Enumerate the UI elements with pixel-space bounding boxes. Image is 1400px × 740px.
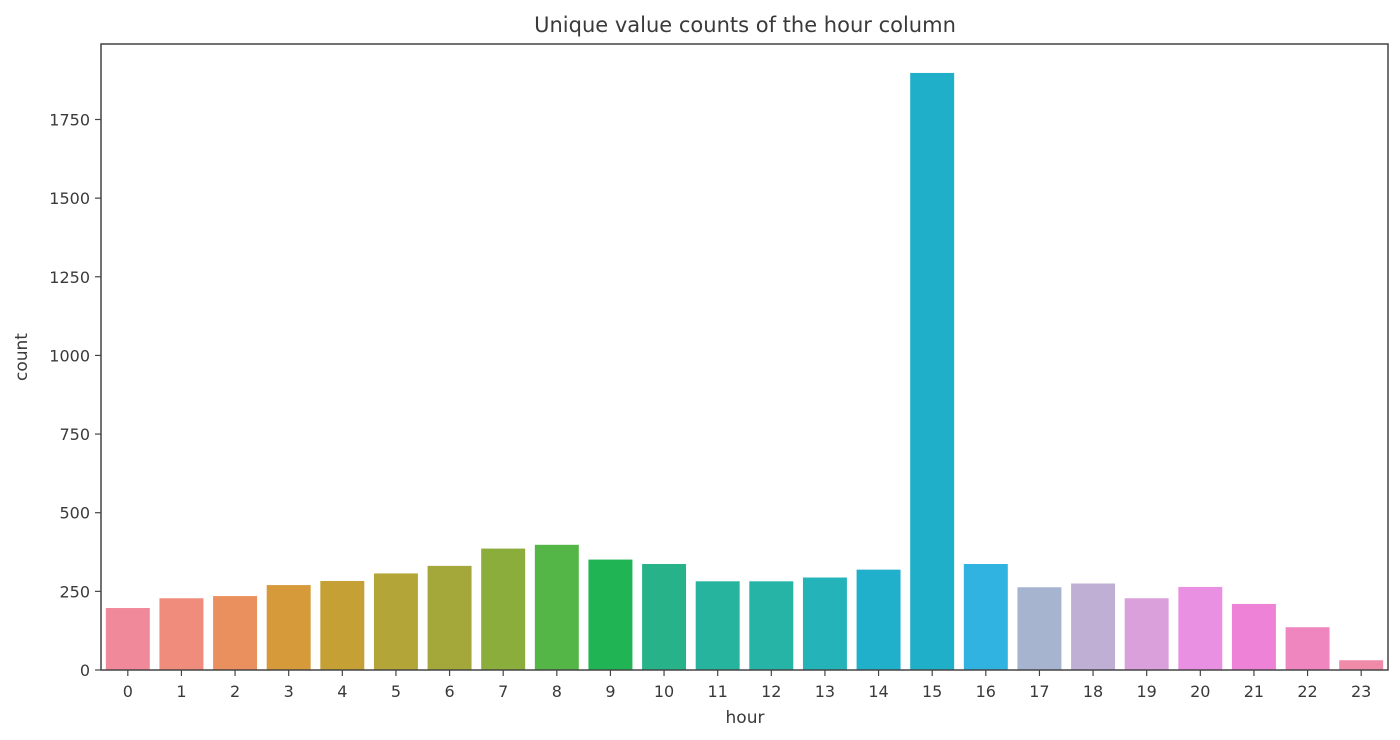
- x-tick-label: 11: [708, 682, 728, 701]
- plot-frame: [100, 43, 1389, 671]
- y-tick-label: 750: [59, 425, 90, 444]
- bar-hour-3: [266, 585, 311, 670]
- y-tick-label: 500: [59, 504, 90, 523]
- bar-hour-11: [695, 581, 740, 670]
- y-tick-label: 1250: [49, 268, 90, 287]
- bar-hour-7: [481, 548, 526, 670]
- bar-hour-19: [1124, 598, 1169, 670]
- x-tick-label: 18: [1083, 682, 1103, 701]
- x-tick-label: 6: [444, 682, 454, 701]
- x-axis: 0 1 2 3 4 5 6 7 8 9 10 11 12 13 14 15 16 17 18 19 20 21 22 23: [123, 670, 1371, 701]
- x-tick-label: 16: [976, 682, 996, 701]
- bar-hour-13: [802, 577, 847, 670]
- bar-hour-10: [642, 563, 687, 670]
- x-tick-label: 4: [337, 682, 347, 701]
- x-tick-label: 10: [654, 682, 674, 701]
- bar-hour-9: [588, 559, 633, 670]
- bar-hour-17: [1017, 587, 1062, 670]
- bar-hour-0: [105, 608, 150, 670]
- bar-hour-14: [856, 569, 901, 670]
- x-tick-label: 1: [176, 682, 186, 701]
- y-tick-label: 0: [80, 661, 90, 680]
- y-tick-label: 1750: [49, 110, 90, 129]
- chart-title: Unique value counts of the hour column: [534, 13, 956, 37]
- x-tick-label: 9: [605, 682, 615, 701]
- x-tick-label: 13: [815, 682, 835, 701]
- bar-hour-4: [320, 580, 365, 670]
- y-tick-label: 1500: [49, 189, 90, 208]
- x-tick-label: 2: [230, 682, 240, 701]
- bar-hour-21: [1231, 603, 1276, 670]
- bar-hour-15: [910, 72, 955, 670]
- bars-group: [105, 72, 1384, 670]
- x-tick-label: 14: [868, 682, 888, 701]
- y-tick-label: 250: [59, 582, 90, 601]
- bar-hour-18: [1071, 583, 1116, 670]
- bar-hour-5: [373, 573, 418, 670]
- x-axis-label: hour: [726, 708, 765, 728]
- y-tick-label: 1000: [49, 346, 90, 365]
- y-axis: 0 250 500 750 1000 1250 1500 1750: [49, 110, 101, 680]
- x-tick-label: 5: [391, 682, 401, 701]
- x-tick-label: 7: [498, 682, 508, 701]
- x-tick-label: 15: [922, 682, 942, 701]
- x-tick-label: 3: [284, 682, 294, 701]
- x-tick-label: 23: [1351, 682, 1371, 701]
- x-tick-label: 19: [1137, 682, 1157, 701]
- x-tick-label: 21: [1244, 682, 1264, 701]
- y-axis-label: count: [12, 333, 32, 381]
- bar-hour-20: [1178, 586, 1223, 670]
- x-tick-label: 22: [1297, 682, 1317, 701]
- x-tick-label: 12: [761, 682, 781, 701]
- bar-hour-6: [427, 565, 472, 670]
- bar-hour-22: [1285, 627, 1330, 670]
- bar-hour-2: [213, 596, 258, 670]
- x-tick-label: 0: [123, 682, 133, 701]
- x-tick-label: 17: [1029, 682, 1049, 701]
- bar-hour-8: [534, 544, 579, 670]
- x-tick-label: 8: [552, 682, 562, 701]
- bar-hour-16: [963, 563, 1008, 670]
- x-tick-label: 20: [1190, 682, 1210, 701]
- bar-hour-1: [159, 598, 204, 670]
- bar-hour-23: [1339, 660, 1384, 670]
- bar-hour-12: [749, 581, 794, 670]
